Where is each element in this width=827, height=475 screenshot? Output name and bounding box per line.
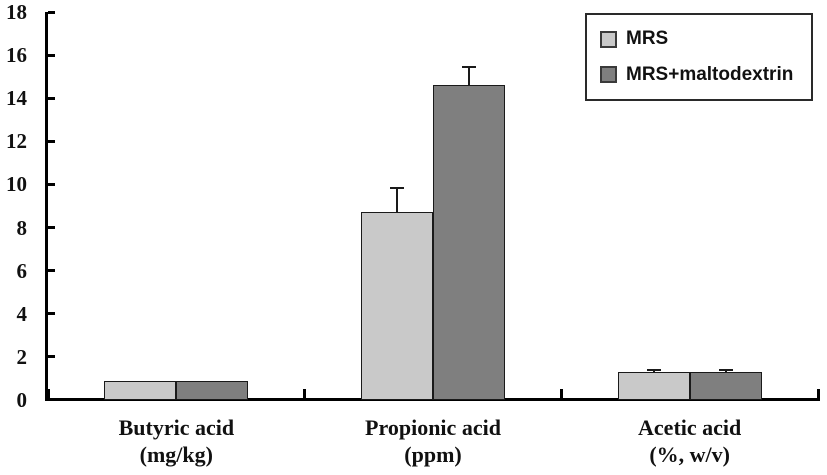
bar-mrs	[361, 212, 433, 400]
y-tick-label: 12	[6, 129, 27, 154]
category-label-line2: (%, w/v)	[649, 442, 730, 467]
y-tick-label: 4	[16, 301, 28, 326]
legend-swatch-icon	[600, 66, 617, 84]
y-axis-line	[45, 12, 48, 401]
bar-mrs-maltodextrin	[176, 380, 249, 400]
y-axis-tick	[48, 96, 55, 100]
bar-mrs	[104, 380, 177, 400]
y-tick-label: 18	[6, 0, 27, 24]
category-label: Propionic acid (ppm)	[303, 414, 563, 468]
y-axis-tick	[48, 226, 55, 230]
y-tick-label: 6	[16, 258, 28, 283]
y-axis-tick	[48, 53, 55, 57]
category-label: Butyric acid (mg/kg)	[46, 414, 306, 468]
category-label: Acetic acid (%, w/v)	[560, 414, 820, 468]
legend-item: MRS+maltodextrin	[600, 64, 811, 86]
y-axis-tick	[48, 10, 55, 14]
category-label-line1: Propionic acid	[365, 415, 501, 440]
y-axis-tick	[48, 355, 55, 359]
error-bar-cap	[390, 186, 404, 189]
category-label-line2: (ppm)	[404, 442, 462, 467]
error-bar-cap	[462, 65, 476, 68]
x-axis-tick	[303, 389, 307, 398]
legend-item: MRS	[600, 28, 811, 50]
y-tick-label: 16	[6, 43, 27, 68]
y-tick-label: 8	[16, 215, 28, 240]
legend-label: MRS+maltodextrin	[626, 63, 794, 85]
error-bar-line	[468, 65, 470, 86]
error-bar-line	[396, 186, 398, 213]
legend-label: MRS	[626, 28, 669, 50]
bar-mrs-maltodextrin	[433, 85, 505, 400]
y-tick-label: 10	[6, 172, 27, 197]
legend: MRS MRS+maltodextrin	[585, 13, 813, 101]
y-tick-label: 2	[16, 344, 28, 369]
y-axis-tick	[48, 269, 55, 273]
error-bar-cap	[718, 368, 733, 371]
bar-mrs	[617, 371, 690, 400]
category-label-line1: Acetic acid	[638, 415, 742, 440]
x-axis-tick	[46, 389, 50, 398]
x-axis-tick	[559, 389, 563, 398]
error-bar-cap	[646, 368, 661, 371]
y-tick-label: 14	[6, 86, 27, 111]
legend-swatch-icon	[600, 30, 617, 48]
y-axis-tick	[48, 139, 55, 143]
x-axis-tick	[816, 389, 820, 398]
category-label-line2: (mg/kg)	[139, 442, 213, 467]
y-axis-tick	[48, 312, 55, 316]
category-label-line1: Butyric acid	[118, 415, 235, 440]
y-tick-label: 0	[16, 388, 28, 412]
y-axis-tick	[48, 182, 55, 186]
bar-mrs-maltodextrin	[689, 371, 762, 400]
